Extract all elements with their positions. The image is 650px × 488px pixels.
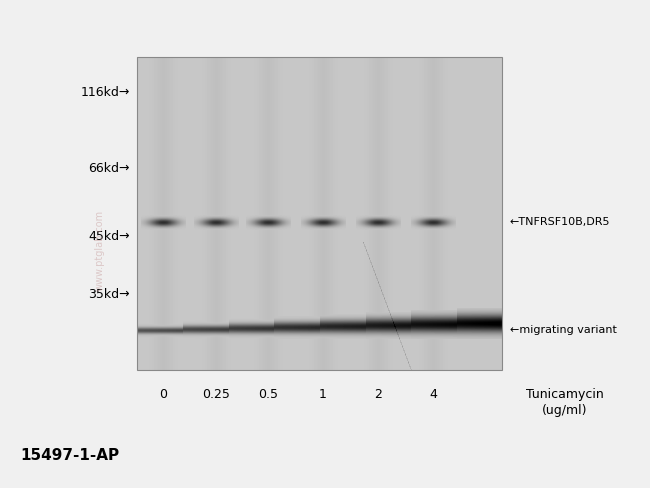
Text: 15497-1-AP: 15497-1-AP [20, 447, 119, 463]
Text: 1: 1 [319, 388, 327, 401]
Text: (ug/ml): (ug/ml) [542, 404, 588, 417]
Text: Tunicamycin: Tunicamycin [526, 388, 604, 401]
Text: 0.25: 0.25 [202, 388, 230, 401]
Text: 4: 4 [429, 388, 437, 401]
Text: 0: 0 [159, 388, 167, 401]
Text: www.ptglab.com: www.ptglab.com [95, 209, 105, 290]
Text: 0.5: 0.5 [258, 388, 278, 401]
Text: 116kd→: 116kd→ [81, 85, 130, 99]
Text: ←migrating variant: ←migrating variant [510, 325, 617, 335]
Text: 2: 2 [374, 388, 382, 401]
Text: 35kd→: 35kd→ [88, 288, 130, 302]
Text: ←TNFRSF10B,DR5: ←TNFRSF10B,DR5 [510, 217, 610, 227]
Bar [137, 57, 502, 370]
Text: 66kd→: 66kd→ [88, 162, 130, 175]
Text: 45kd→: 45kd→ [88, 229, 130, 243]
